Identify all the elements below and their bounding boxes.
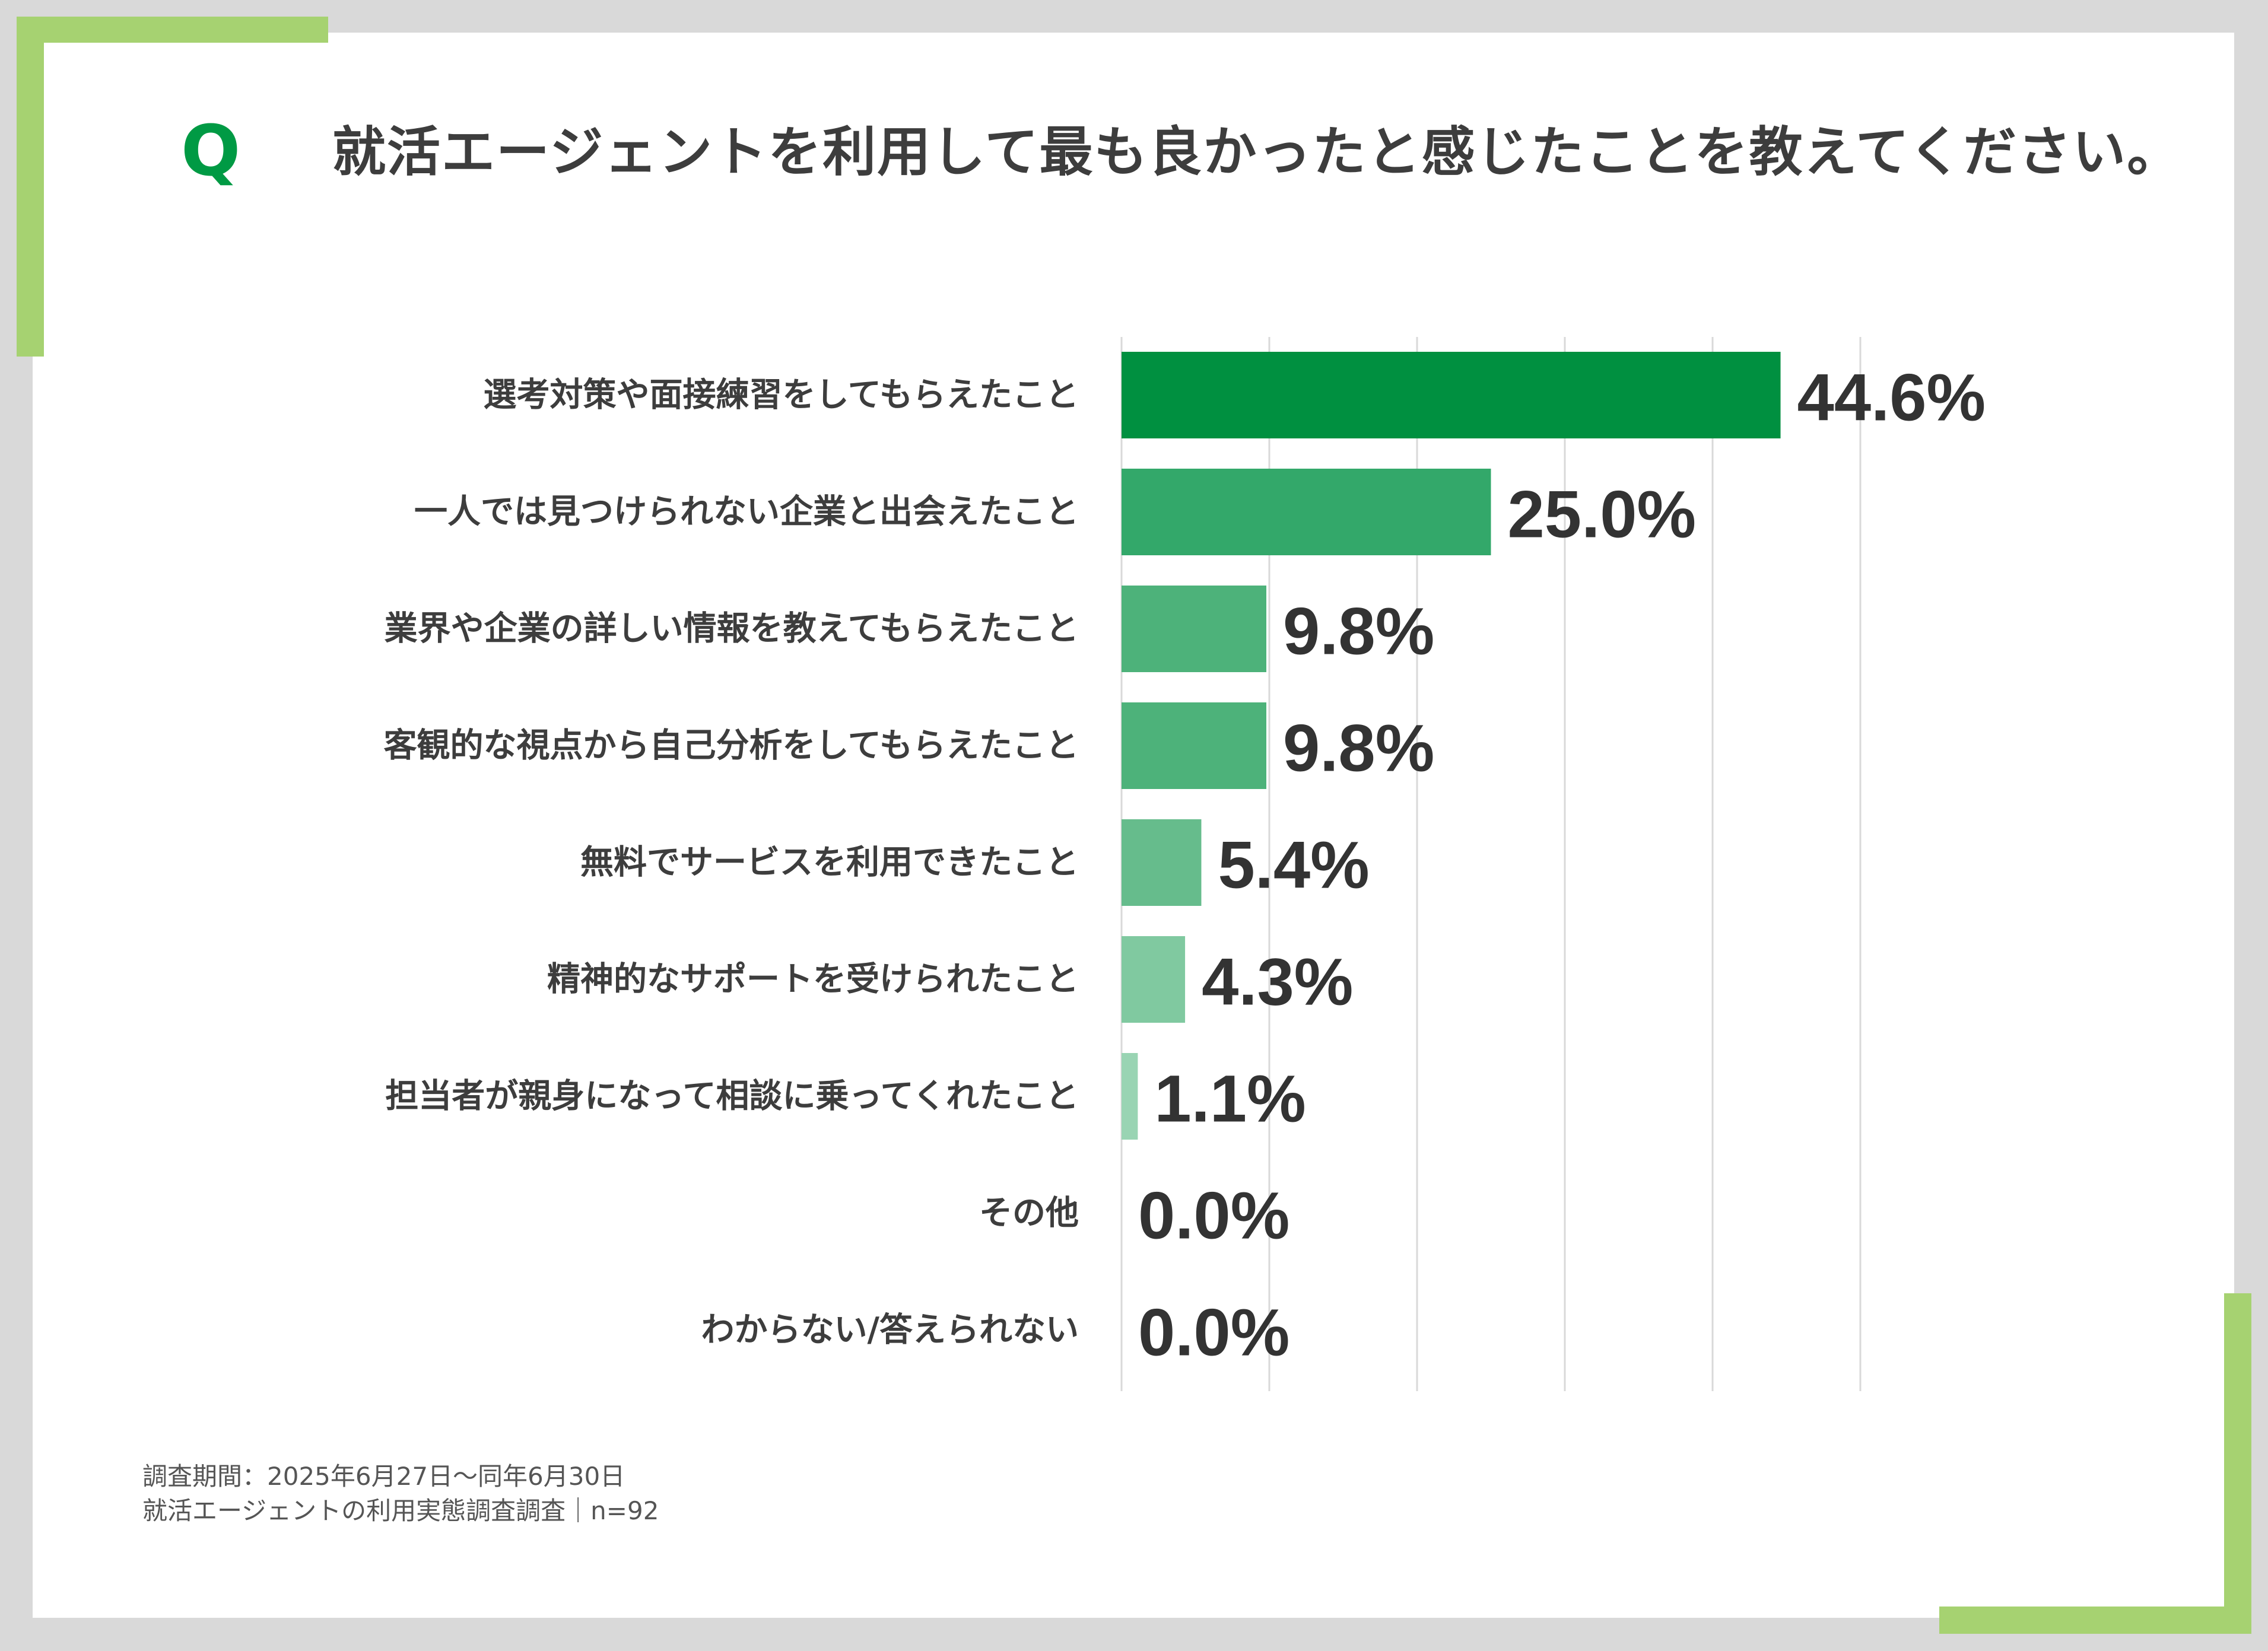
value-label-8: 0.0% bbox=[1138, 1179, 1289, 1253]
question-mark-label: Q bbox=[181, 110, 241, 192]
category-label-9: わからない/答えられない bbox=[701, 1311, 1079, 1350]
category-label-6: 精神的なサポートを受けられたこと bbox=[547, 960, 1079, 999]
value-label-1: 44.6% bbox=[1797, 361, 1986, 435]
question-title: 就活エージェントを利用して最も良かったと感じたことを教えてください。 bbox=[332, 121, 2182, 183]
category-label-3: 業界や企業の詳しい情報を教えてもらえたこと bbox=[385, 610, 1079, 648]
category-label-7: 担当者が親身になって相談に乗ってくれたこと bbox=[385, 1077, 1079, 1116]
value-labels: 44.6% 25.0% 9.8% 9.8% 5.4% 4.3% 1.1% 0.0% 0.0% bbox=[1138, 361, 1986, 1370]
accent-bottom-right-vertical bbox=[2224, 1293, 2251, 1634]
accent-top-left-vertical bbox=[17, 17, 44, 357]
bar-1 bbox=[1122, 352, 1781, 438]
bar-4 bbox=[1122, 702, 1267, 789]
category-label-4: 客観的な視点から自己分析をしてもらえたこと bbox=[383, 727, 1079, 765]
bar-5 bbox=[1122, 819, 1202, 906]
category-labels: 選考対策や面接練習をしてもらえたこと一人では見つけられない企業と出会えたこと業界… bbox=[383, 376, 1079, 1350]
bar-3 bbox=[1122, 586, 1267, 672]
survey-period: 調査期間：2025年6月27日～同年6月30日 bbox=[142, 1462, 625, 1491]
value-label-4: 9.8% bbox=[1283, 711, 1434, 785]
category-label-5: 無料でサービスを利用できたこと bbox=[580, 844, 1079, 882]
survey-name-and-sample: 就活エージェントの利用実態調査調査｜n=92 bbox=[142, 1496, 659, 1525]
category-label-1: 選考対策や面接練習をしてもらえたこと bbox=[483, 376, 1079, 415]
value-label-2: 25.0% bbox=[1508, 478, 1697, 552]
bar-6 bbox=[1122, 936, 1186, 1023]
category-label-2: 一人では見つけられない企業と出会えたこと bbox=[414, 493, 1079, 532]
value-label-7: 1.1% bbox=[1154, 1062, 1305, 1136]
value-label-5: 5.4% bbox=[1218, 828, 1369, 902]
accent-top-left-horizontal bbox=[17, 17, 328, 43]
bar-7 bbox=[1122, 1053, 1138, 1140]
category-label-8: その他 bbox=[979, 1194, 1079, 1233]
accent-bottom-right-horizontal bbox=[1939, 1607, 2251, 1634]
bars bbox=[1122, 352, 1781, 1140]
value-label-3: 9.8% bbox=[1283, 594, 1434, 669]
bar-2 bbox=[1122, 469, 1491, 555]
value-label-9: 0.0% bbox=[1138, 1296, 1289, 1370]
value-label-6: 4.3% bbox=[1202, 945, 1353, 1019]
footnote: 調査期間：2025年6月27日～同年6月30日 就活エージェントの利用実態調査調… bbox=[142, 1459, 659, 1528]
